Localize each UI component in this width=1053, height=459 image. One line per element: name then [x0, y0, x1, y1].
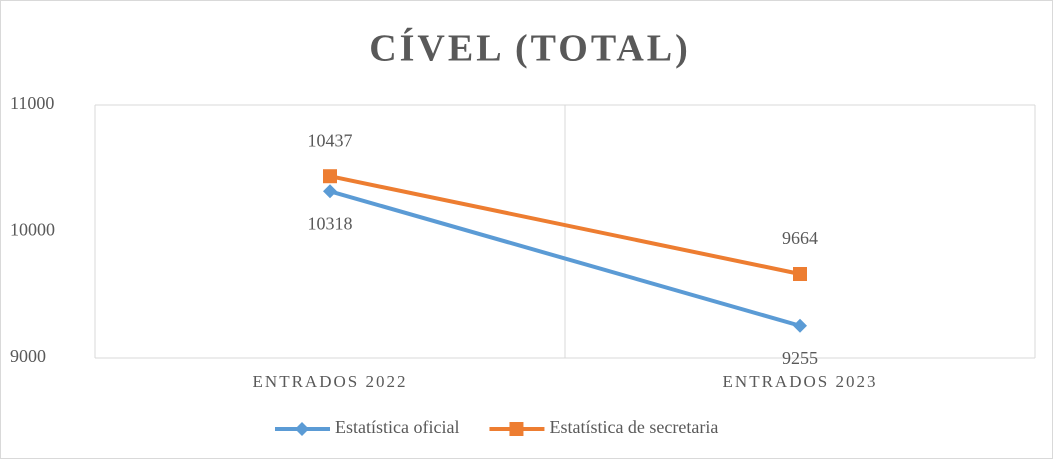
y-tick-label: 10000 [10, 220, 55, 240]
y-tick-label: 9000 [10, 346, 46, 366]
series-line [329, 174, 801, 276]
legend-label: Estatística oficial [335, 417, 459, 437]
x-tick-label: ENTRADOS 2023 [723, 372, 878, 391]
marker [793, 267, 807, 282]
data-label: 10318 [308, 213, 353, 233]
marker [509, 422, 524, 436]
y-tick-label: 11000 [10, 93, 54, 113]
data-label: 9255 [782, 348, 818, 368]
marker [295, 422, 309, 436]
series-line [329, 189, 801, 328]
legend-label: Estatística de secretaria [549, 417, 718, 437]
x-tick-label: ENTRADOS 2022 [253, 372, 408, 391]
data-label: 10437 [308, 130, 353, 150]
marker [793, 318, 807, 333]
data-label: 9664 [782, 228, 818, 248]
chart-title: CÍVEL (TOTAL) [369, 28, 691, 70]
marker [323, 184, 337, 199]
marker [323, 169, 337, 184]
